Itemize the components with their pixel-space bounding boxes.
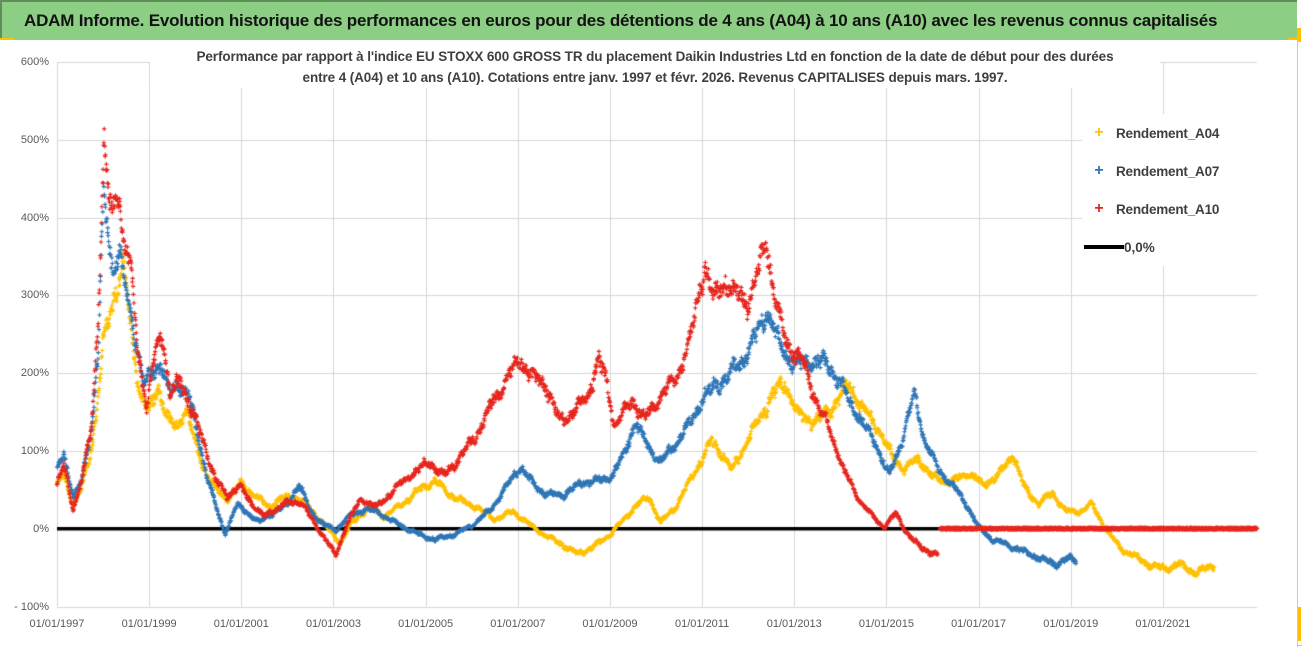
y-axis-tick-label: 500% — [20, 133, 49, 146]
y-axis-tick-label: 300% — [20, 289, 49, 302]
chart-title: Performance par rapport à l'indice EU ST… — [150, 46, 1160, 88]
x-axis-tick-label: 01/01/2011 — [674, 617, 730, 630]
performance-scatter-plot[interactable] — [0, 40, 1297, 646]
legend-item-a04[interactable]: + Rendement_A04 — [1082, 114, 1264, 152]
y-axis-tick-label: 400% — [20, 211, 49, 224]
chart-title-line1: Performance par rapport à l'indice EU ST… — [196, 49, 1114, 64]
x-axis-tick-label: 01/01/2009 — [582, 617, 638, 630]
chart-title-line2: entre 4 (A04) et 10 ans (A10). Cotations… — [302, 70, 1008, 85]
y-axis-tick-label: - 100% — [14, 600, 49, 613]
legend-label: Rendement_A07 — [1116, 163, 1220, 179]
chart-legend[interactable]: + Rendement_A04 + Rendement_A07 + Rendem… — [1082, 114, 1264, 266]
plus-marker-icon: + — [1094, 124, 1104, 141]
legend-item-zero-line[interactable]: 0,0% — [1082, 228, 1264, 266]
x-axis-tick-label: 01/01/2005 — [398, 617, 454, 630]
worksheet-column-gridline — [1297, 40, 1298, 647]
y-axis-tick-label: 0% — [33, 522, 49, 535]
plus-marker-icon: + — [1094, 200, 1104, 217]
x-axis-tick-label: 01/01/2019 — [1043, 617, 1099, 630]
sheet-title-bar: ADAM Informe. Evolution historique des p… — [0, 0, 1297, 40]
x-axis-tick-label: 01/01/2017 — [951, 617, 1007, 630]
legend-label: 0,0% — [1124, 239, 1155, 255]
x-axis-tick-label: 01/01/2015 — [858, 617, 914, 630]
selection-handle-bottom-right — [1295, 607, 1301, 641]
y-axis-tick-label: 200% — [20, 367, 49, 380]
sheet-title: ADAM Informe. Evolution historique des p… — [24, 11, 1218, 30]
legend-item-a10[interactable]: + Rendement_A10 — [1082, 190, 1264, 228]
legend-item-a07[interactable]: + Rendement_A07 — [1082, 152, 1264, 190]
legend-label: Rendement_A10 — [1116, 201, 1220, 217]
y-axis-tick-label: 600% — [20, 56, 49, 68]
selection-handle-top-right — [1288, 28, 1301, 42]
chart-object[interactable]: Performance par rapport à l'indice EU ST… — [0, 40, 1297, 646]
x-axis-tick-label: 01/01/1999 — [121, 617, 177, 630]
plus-marker-icon: + — [1094, 162, 1104, 179]
x-axis-tick-label: 01/01/2003 — [305, 617, 361, 630]
legend-label: Rendement_A04 — [1116, 125, 1220, 141]
x-axis-tick-label: 01/01/2013 — [766, 617, 822, 630]
x-axis-tick-label: 01/01/2001 — [213, 617, 269, 630]
x-axis-tick-label: 01/01/2007 — [490, 617, 546, 630]
x-axis-tick-label: 01/01/1997 — [29, 617, 85, 630]
y-axis-tick-label: 100% — [20, 444, 49, 457]
zero-line-swatch — [1084, 245, 1124, 249]
x-axis-tick-label: 01/01/2021 — [1135, 617, 1191, 630]
